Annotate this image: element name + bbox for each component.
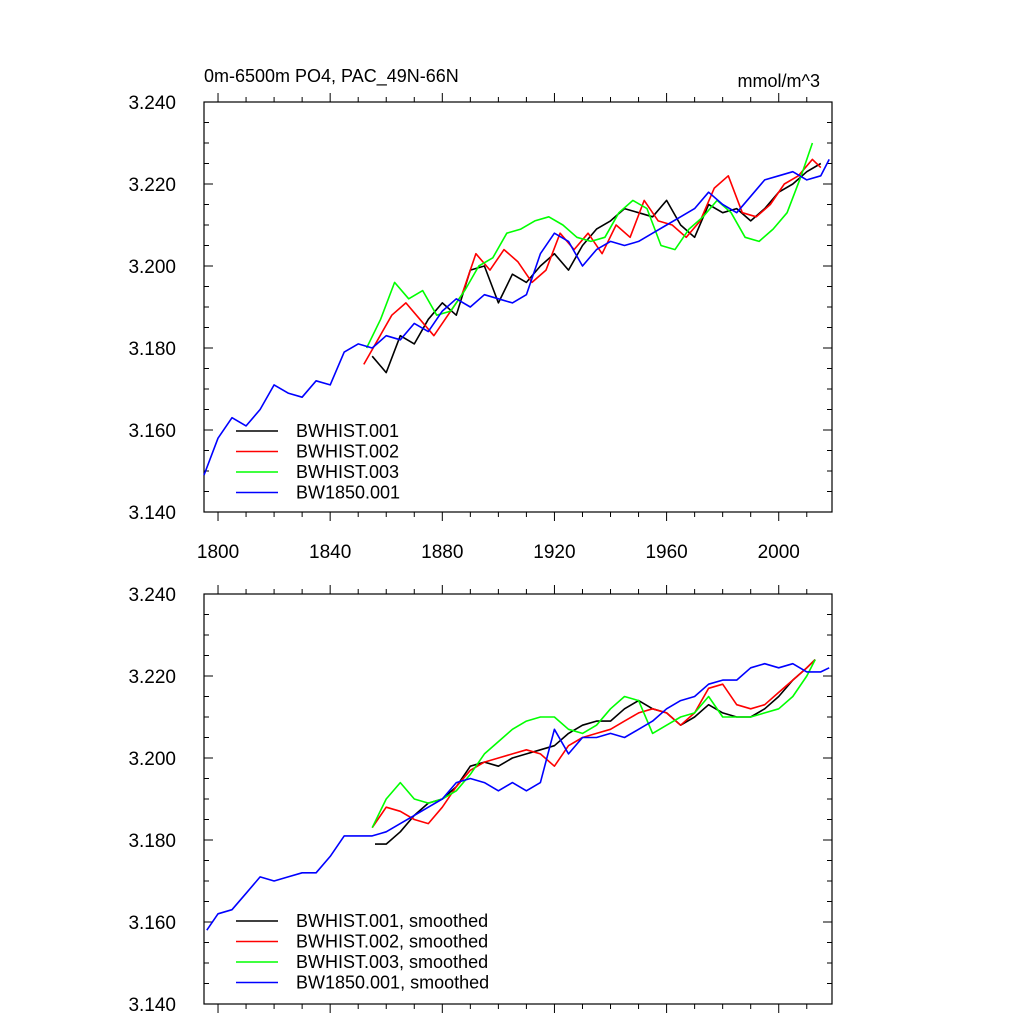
legend-label: BWHIST.002, smoothed xyxy=(296,932,488,952)
y-tick-label: 3.180 xyxy=(128,831,176,852)
y-tick-label: 3.200 xyxy=(128,257,176,278)
legend-label: BWHIST.002 xyxy=(296,442,399,462)
y-tick-label: 3.200 xyxy=(128,749,176,770)
x-tick-label: 1840 xyxy=(309,542,351,563)
y-tick-label: 3.160 xyxy=(128,421,176,442)
series-line-bwhist-002 xyxy=(363,158,822,365)
x-tick-label: 1920 xyxy=(533,542,575,563)
series-line-bwhist-001-smoothed xyxy=(375,659,816,845)
series-line-bwhist-003 xyxy=(365,142,814,349)
legend-label: BW1850.001, smoothed xyxy=(296,973,489,993)
y-tick-label: 3.220 xyxy=(128,667,176,688)
y-tick-label: 3.220 xyxy=(128,175,176,196)
x-tick-label: 2000 xyxy=(758,542,800,563)
x-tick-label: 1960 xyxy=(645,542,687,563)
legend-label: BWHIST.003 xyxy=(296,462,399,482)
x-tick-label: 1880 xyxy=(421,542,463,563)
legend-label: BW1850.001 xyxy=(296,483,400,503)
series-line-bwhist-002-smoothed xyxy=(371,659,816,829)
chart-title: 0m-6500m PO4, PAC_49N-66N xyxy=(204,66,459,87)
units-label: mmol/m^3 xyxy=(738,71,820,91)
x-tick-label: 1800 xyxy=(197,542,239,563)
y-tick-label: 3.140 xyxy=(128,995,176,1016)
y-tick-label: 3.160 xyxy=(128,913,176,934)
y-tick-label: 3.240 xyxy=(128,93,176,114)
legend-label: BWHIST.003, smoothed xyxy=(296,952,488,972)
series-line-bwhist-001 xyxy=(371,162,822,374)
legend-label: BWHIST.001, smoothed xyxy=(296,911,488,931)
legend-label: BWHIST.001 xyxy=(296,421,399,441)
y-tick-label: 3.140 xyxy=(128,503,176,524)
y-tick-label: 3.240 xyxy=(128,585,176,606)
series-line-bw1850-001-smoothed xyxy=(206,662,830,931)
series-line-bw1850-001 xyxy=(203,159,830,476)
series-line-bwhist-003-smoothed xyxy=(371,659,816,829)
y-tick-label: 3.180 xyxy=(128,339,176,360)
